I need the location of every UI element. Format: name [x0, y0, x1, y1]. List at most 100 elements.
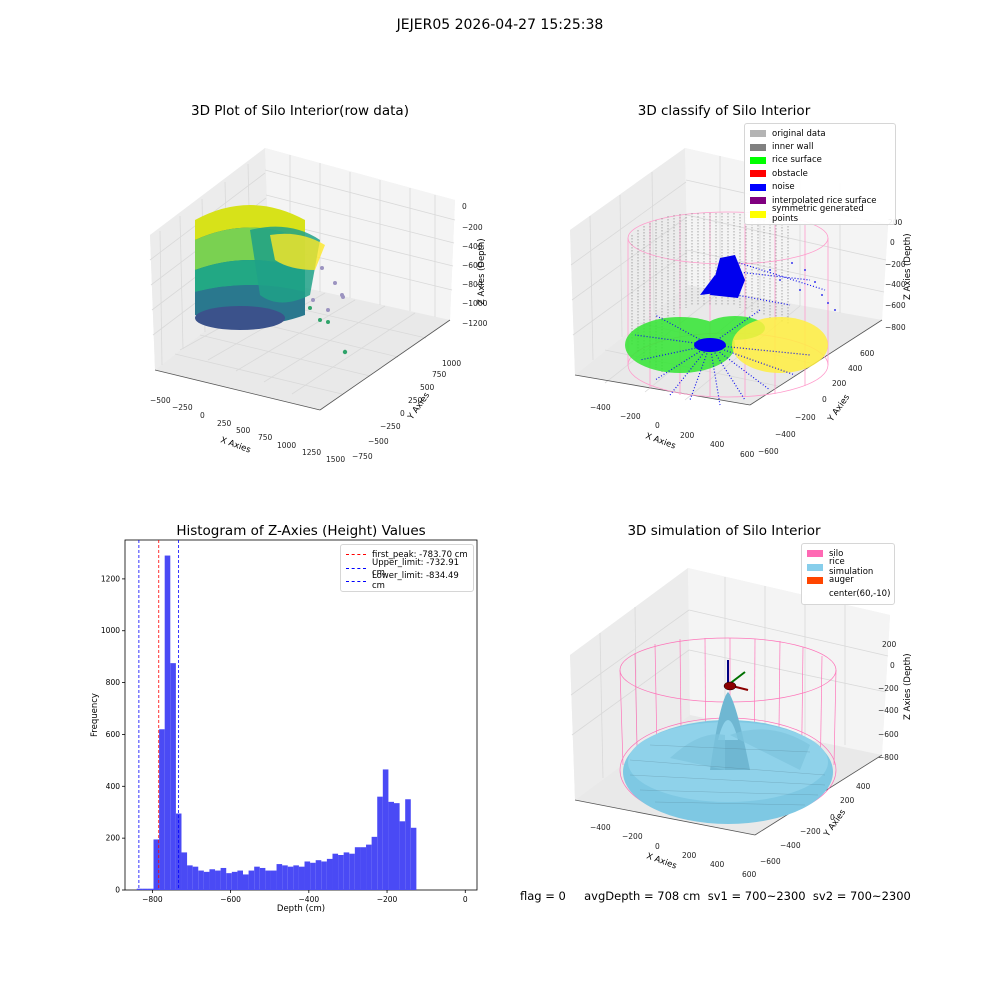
histogram-bar — [203, 871, 210, 890]
y-tick-label: 800 — [106, 678, 121, 687]
raw-z-tick: −400 — [462, 242, 483, 251]
histogram-bar — [293, 865, 299, 890]
histogram-bar — [326, 858, 333, 890]
sim-z-tick: −800 — [878, 753, 899, 762]
histogram-bar — [215, 870, 221, 890]
histogram-bar — [209, 869, 216, 890]
histogram-title: Histogram of Z-Axies (Height) Values — [176, 523, 426, 539]
simulation-plot-title: 3D simulation of Silo Interior — [627, 523, 821, 539]
sim-y-tick: −600 — [760, 857, 781, 866]
raw-x-tick: 0 — [200, 411, 205, 420]
histogram-bar — [394, 803, 400, 890]
classify-plot-title: 3D classify of Silo Interior — [637, 103, 811, 119]
legend-entry: rice surface — [750, 154, 890, 167]
classify-z-tick: −400 — [885, 280, 906, 289]
x-tick-label: −200 — [377, 895, 398, 904]
histogram-bar — [159, 729, 165, 890]
sim-z-tick: −200 — [878, 684, 899, 693]
histogram-bar — [192, 866, 199, 890]
histogram-bar — [231, 871, 238, 890]
legend-swatch — [750, 170, 766, 178]
raw-x-tick: 1250 — [302, 448, 321, 457]
sim-x-tick: 600 — [742, 870, 757, 879]
classify-symmetric-points — [732, 317, 828, 373]
sim-z-tick: −600 — [878, 730, 899, 739]
histogram-bar — [366, 844, 372, 890]
classify-noise-dense — [694, 255, 745, 352]
legend-entry: original data — [750, 127, 890, 140]
raw-x-tick: 750 — [258, 433, 273, 442]
raw-wall-points — [195, 205, 325, 330]
raw-y-tick: 500 — [420, 383, 435, 392]
histogram-bar — [371, 836, 378, 890]
legend-line — [346, 567, 366, 569]
classify-x-tick: 400 — [710, 440, 725, 449]
sim-y-tick: −200 — [800, 827, 821, 836]
sim-z-tick: 0 — [890, 661, 895, 670]
classify-noise-scatter — [769, 262, 836, 311]
classify-y-tick: 600 — [860, 349, 875, 358]
classify-y-tick: −600 — [758, 447, 779, 456]
histogram-bar — [354, 847, 361, 890]
histogram-bar — [276, 864, 283, 890]
sim-y-tick: 0 — [830, 813, 835, 822]
histogram-bar — [170, 663, 176, 890]
sim-z-tick: −400 — [878, 706, 899, 715]
sim-y-tick: −400 — [780, 841, 801, 850]
raw-y-tick: −250 — [380, 422, 401, 431]
histogram-bar — [270, 870, 277, 890]
histogram-bar — [377, 796, 383, 890]
histogram-frame — [124, 539, 478, 891]
legend-entry: noise — [750, 181, 890, 194]
classify-x-tick: 200 — [680, 431, 695, 440]
histogram-bar — [343, 852, 350, 890]
histogram-bar — [147, 888, 154, 890]
raw-scatter-points — [311, 266, 345, 312]
x-tick-label: −800 — [142, 895, 163, 904]
legend-entry: center(60,-10) — [807, 587, 890, 600]
raw-y-tick: −750 — [352, 452, 373, 461]
sim-x-tick: −400 — [590, 823, 611, 832]
histogram-bar — [164, 555, 171, 890]
sim-z-tick: 200 — [882, 640, 897, 649]
y-tick-label: 400 — [106, 782, 121, 791]
classify-x-tick: −400 — [590, 403, 611, 412]
legend-swatch — [750, 130, 766, 138]
histogram-bar — [237, 870, 243, 890]
legend-entry: symmetric generated points — [750, 204, 890, 224]
sim-x-tick: 0 — [655, 842, 660, 851]
histogram-bar — [298, 866, 305, 890]
histogram-bars — [136, 555, 417, 890]
classify-x-tick: 0 — [655, 421, 660, 430]
legend-entry: auger — [807, 574, 889, 587]
x-tick-label: −400 — [299, 895, 320, 904]
histogram-bar — [405, 799, 411, 890]
simulation-mesh-lines — [629, 744, 826, 806]
classify-y-tick: 0 — [822, 395, 827, 404]
histogram-bar — [282, 865, 288, 890]
histogram-bar — [181, 852, 188, 890]
raw-x-tick: 250 — [217, 419, 232, 428]
raw-y-tick: 750 — [432, 370, 447, 379]
legend-entry: Upper_limit: -732.91 cm — [346, 558, 468, 578]
legend-entry: rice simulation — [807, 557, 889, 577]
histogram-bar — [187, 865, 193, 890]
legend-swatch — [807, 576, 823, 584]
histogram-reference-lines — [138, 540, 180, 890]
raw-z-tick: −200 — [462, 223, 483, 232]
legend-swatch — [807, 563, 823, 571]
raw-z-tick: −800 — [462, 280, 483, 289]
legend-entry: first_peak: -783.70 cm — [346, 548, 468, 561]
histogram-bar — [198, 870, 204, 890]
y-tick-label: 1200 — [101, 574, 120, 583]
histogram-bar — [310, 862, 316, 890]
histogram-y-label: Frequency — [90, 693, 100, 737]
legend-entry: interpolated rice surface — [750, 194, 890, 207]
raw-x-tick: 1500 — [326, 455, 345, 464]
raw-z-tick: −1000 — [462, 299, 488, 308]
histogram-bar — [153, 839, 160, 890]
sim-y-label: Y Axies — [822, 807, 849, 839]
classify-3d-plot: −400 −200 0 200 400 600 −600 −400 −200 0… — [570, 148, 913, 459]
classify-x-tick: −200 — [620, 412, 641, 421]
